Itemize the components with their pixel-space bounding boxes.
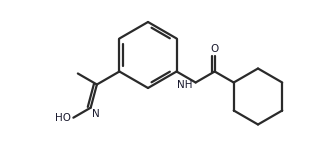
- Text: N: N: [92, 109, 100, 119]
- Text: HO: HO: [55, 113, 71, 123]
- Text: O: O: [210, 43, 219, 54]
- Text: NH: NH: [177, 81, 192, 90]
